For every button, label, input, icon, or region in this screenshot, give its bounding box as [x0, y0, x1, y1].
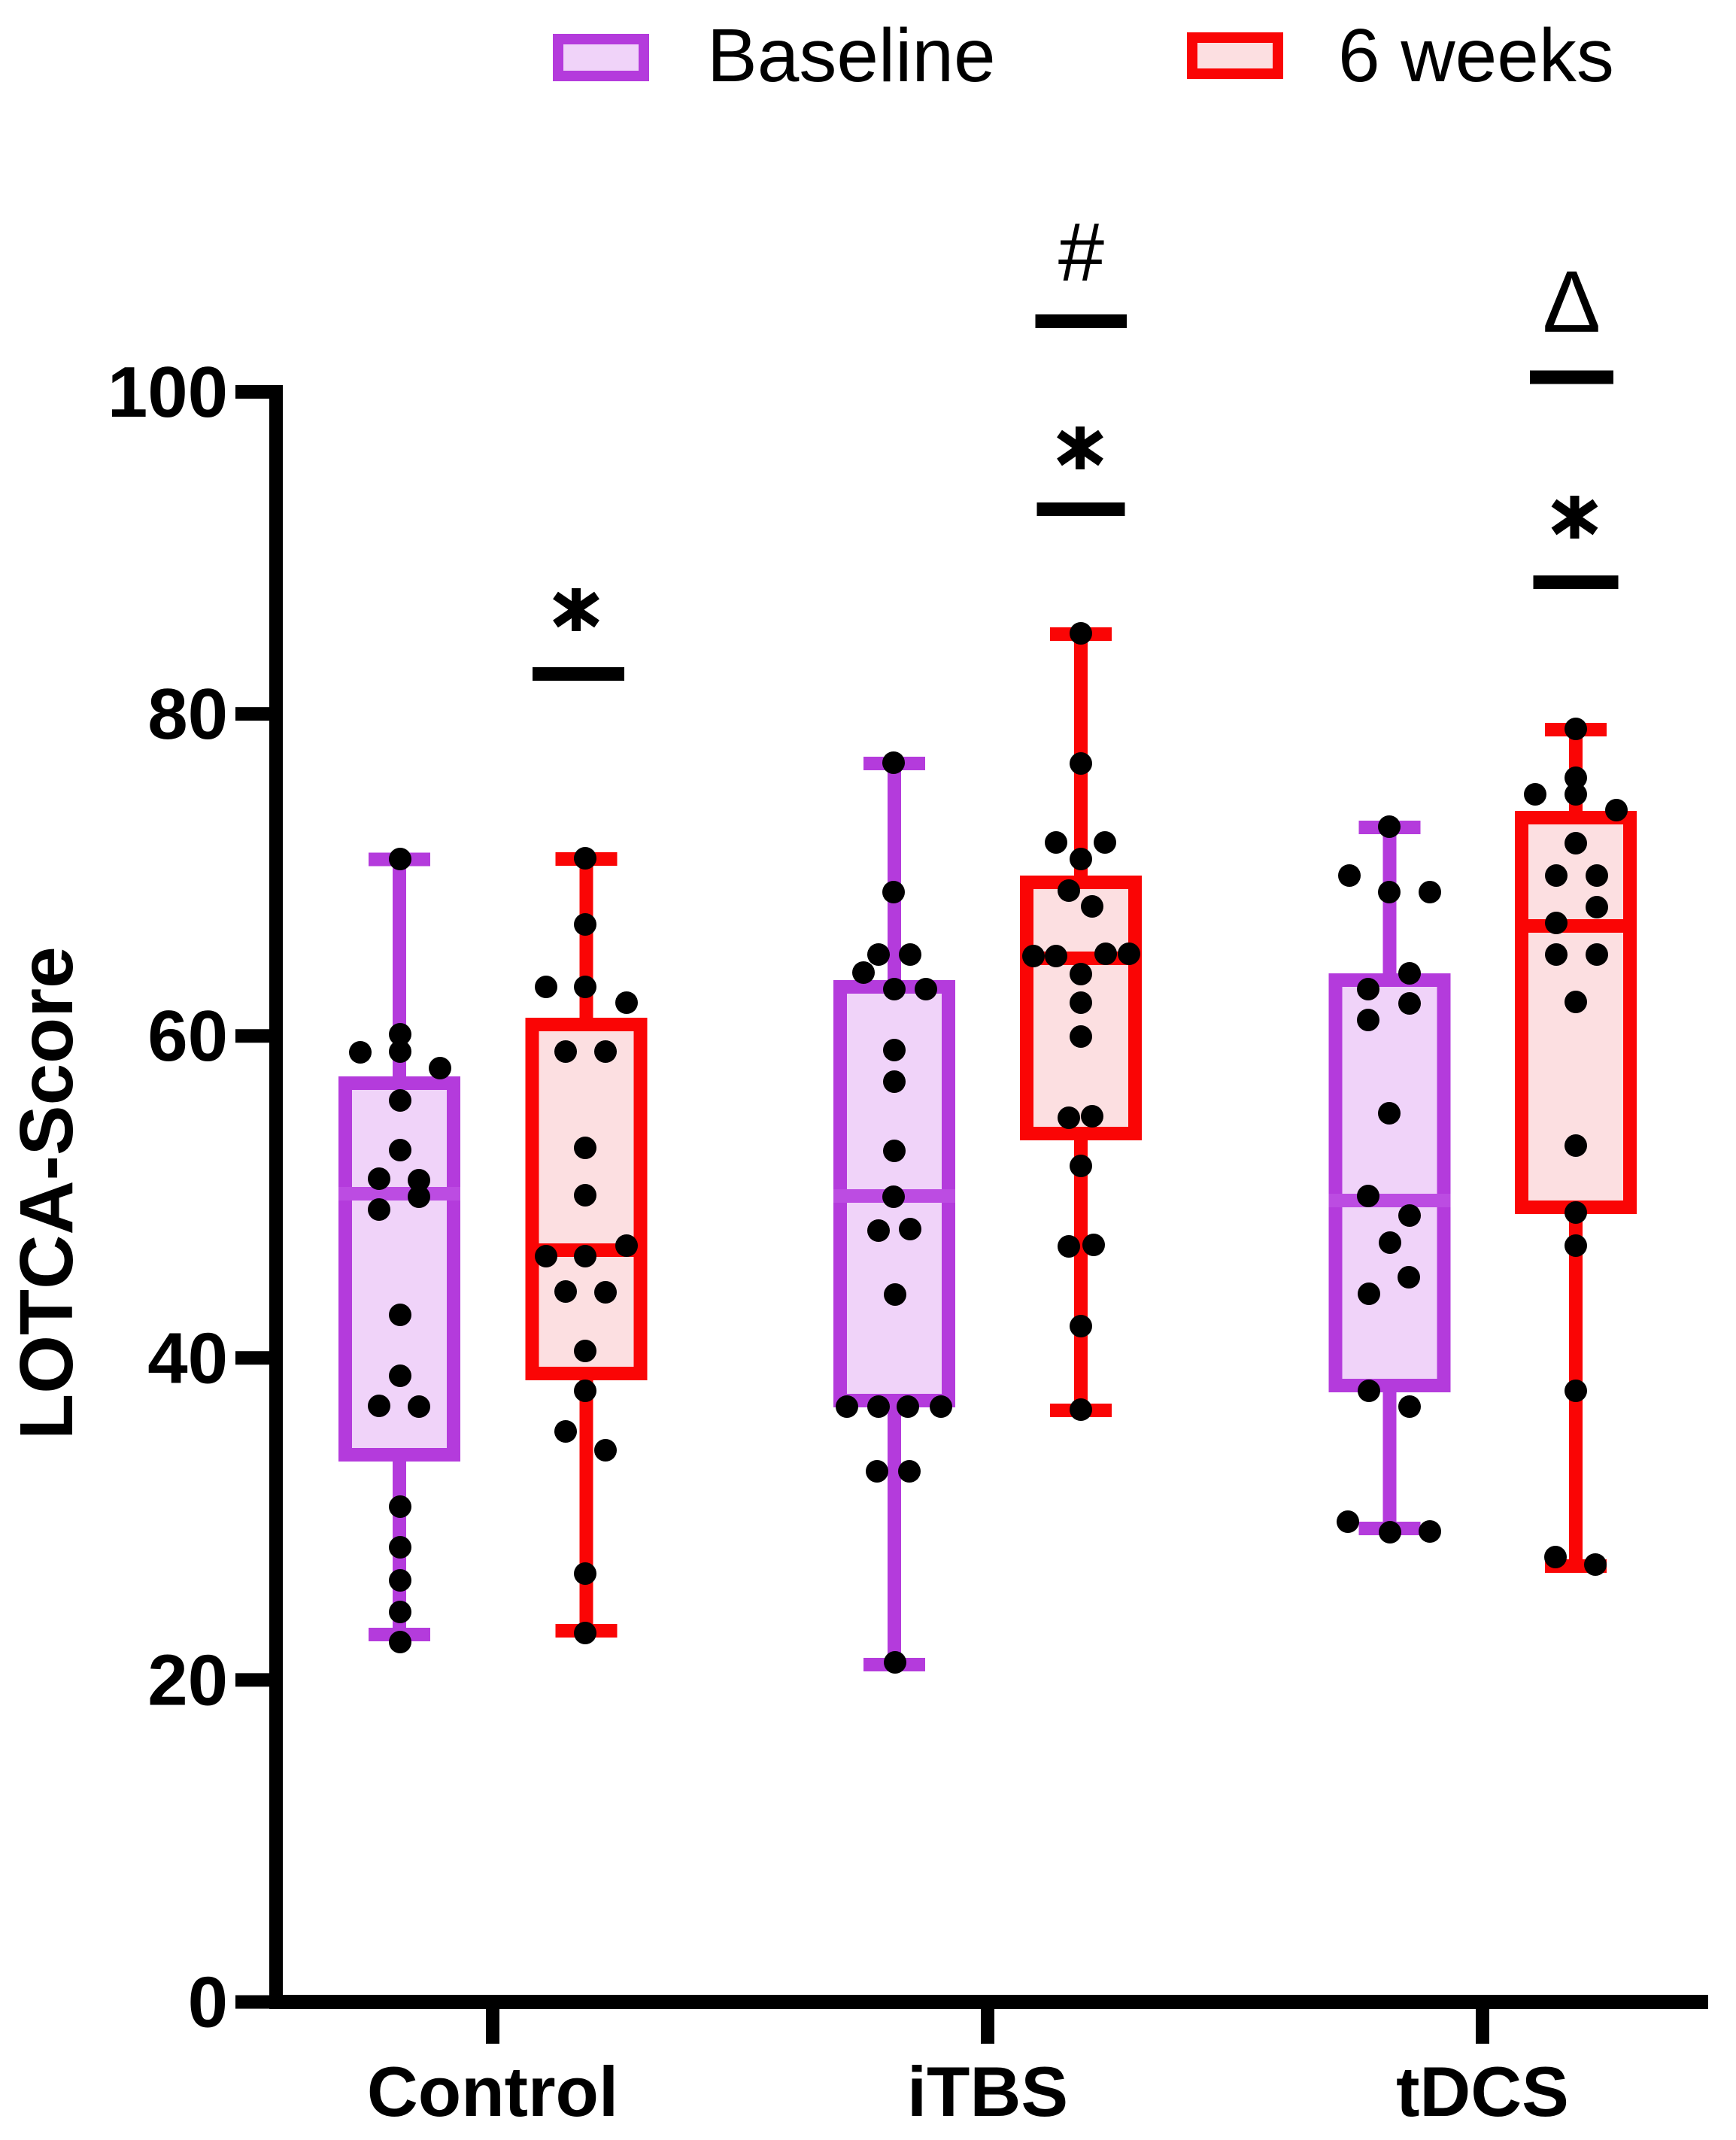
svg-text:0: 0 — [188, 1962, 228, 2043]
svg-text:100: 100 — [108, 352, 228, 433]
svg-text:Δ: Δ — [1543, 253, 1601, 351]
svg-text:LOTCA-Score: LOTCA-Score — [5, 946, 89, 1440]
svg-text:iTBS: iTBS — [907, 2052, 1068, 2131]
svg-text:20: 20 — [147, 1640, 228, 1720]
svg-text:#: # — [1058, 206, 1104, 299]
svg-text:6 weeks: 6 weeks — [1338, 14, 1614, 98]
svg-text:60: 60 — [147, 996, 228, 1076]
svg-text:40: 40 — [147, 1318, 228, 1398]
svg-text:80: 80 — [147, 674, 228, 754]
svg-text:Control: Control — [367, 2052, 618, 2131]
svg-text:tDCS: tDCS — [1396, 2052, 1569, 2131]
svg-text:Baseline: Baseline — [707, 14, 996, 98]
